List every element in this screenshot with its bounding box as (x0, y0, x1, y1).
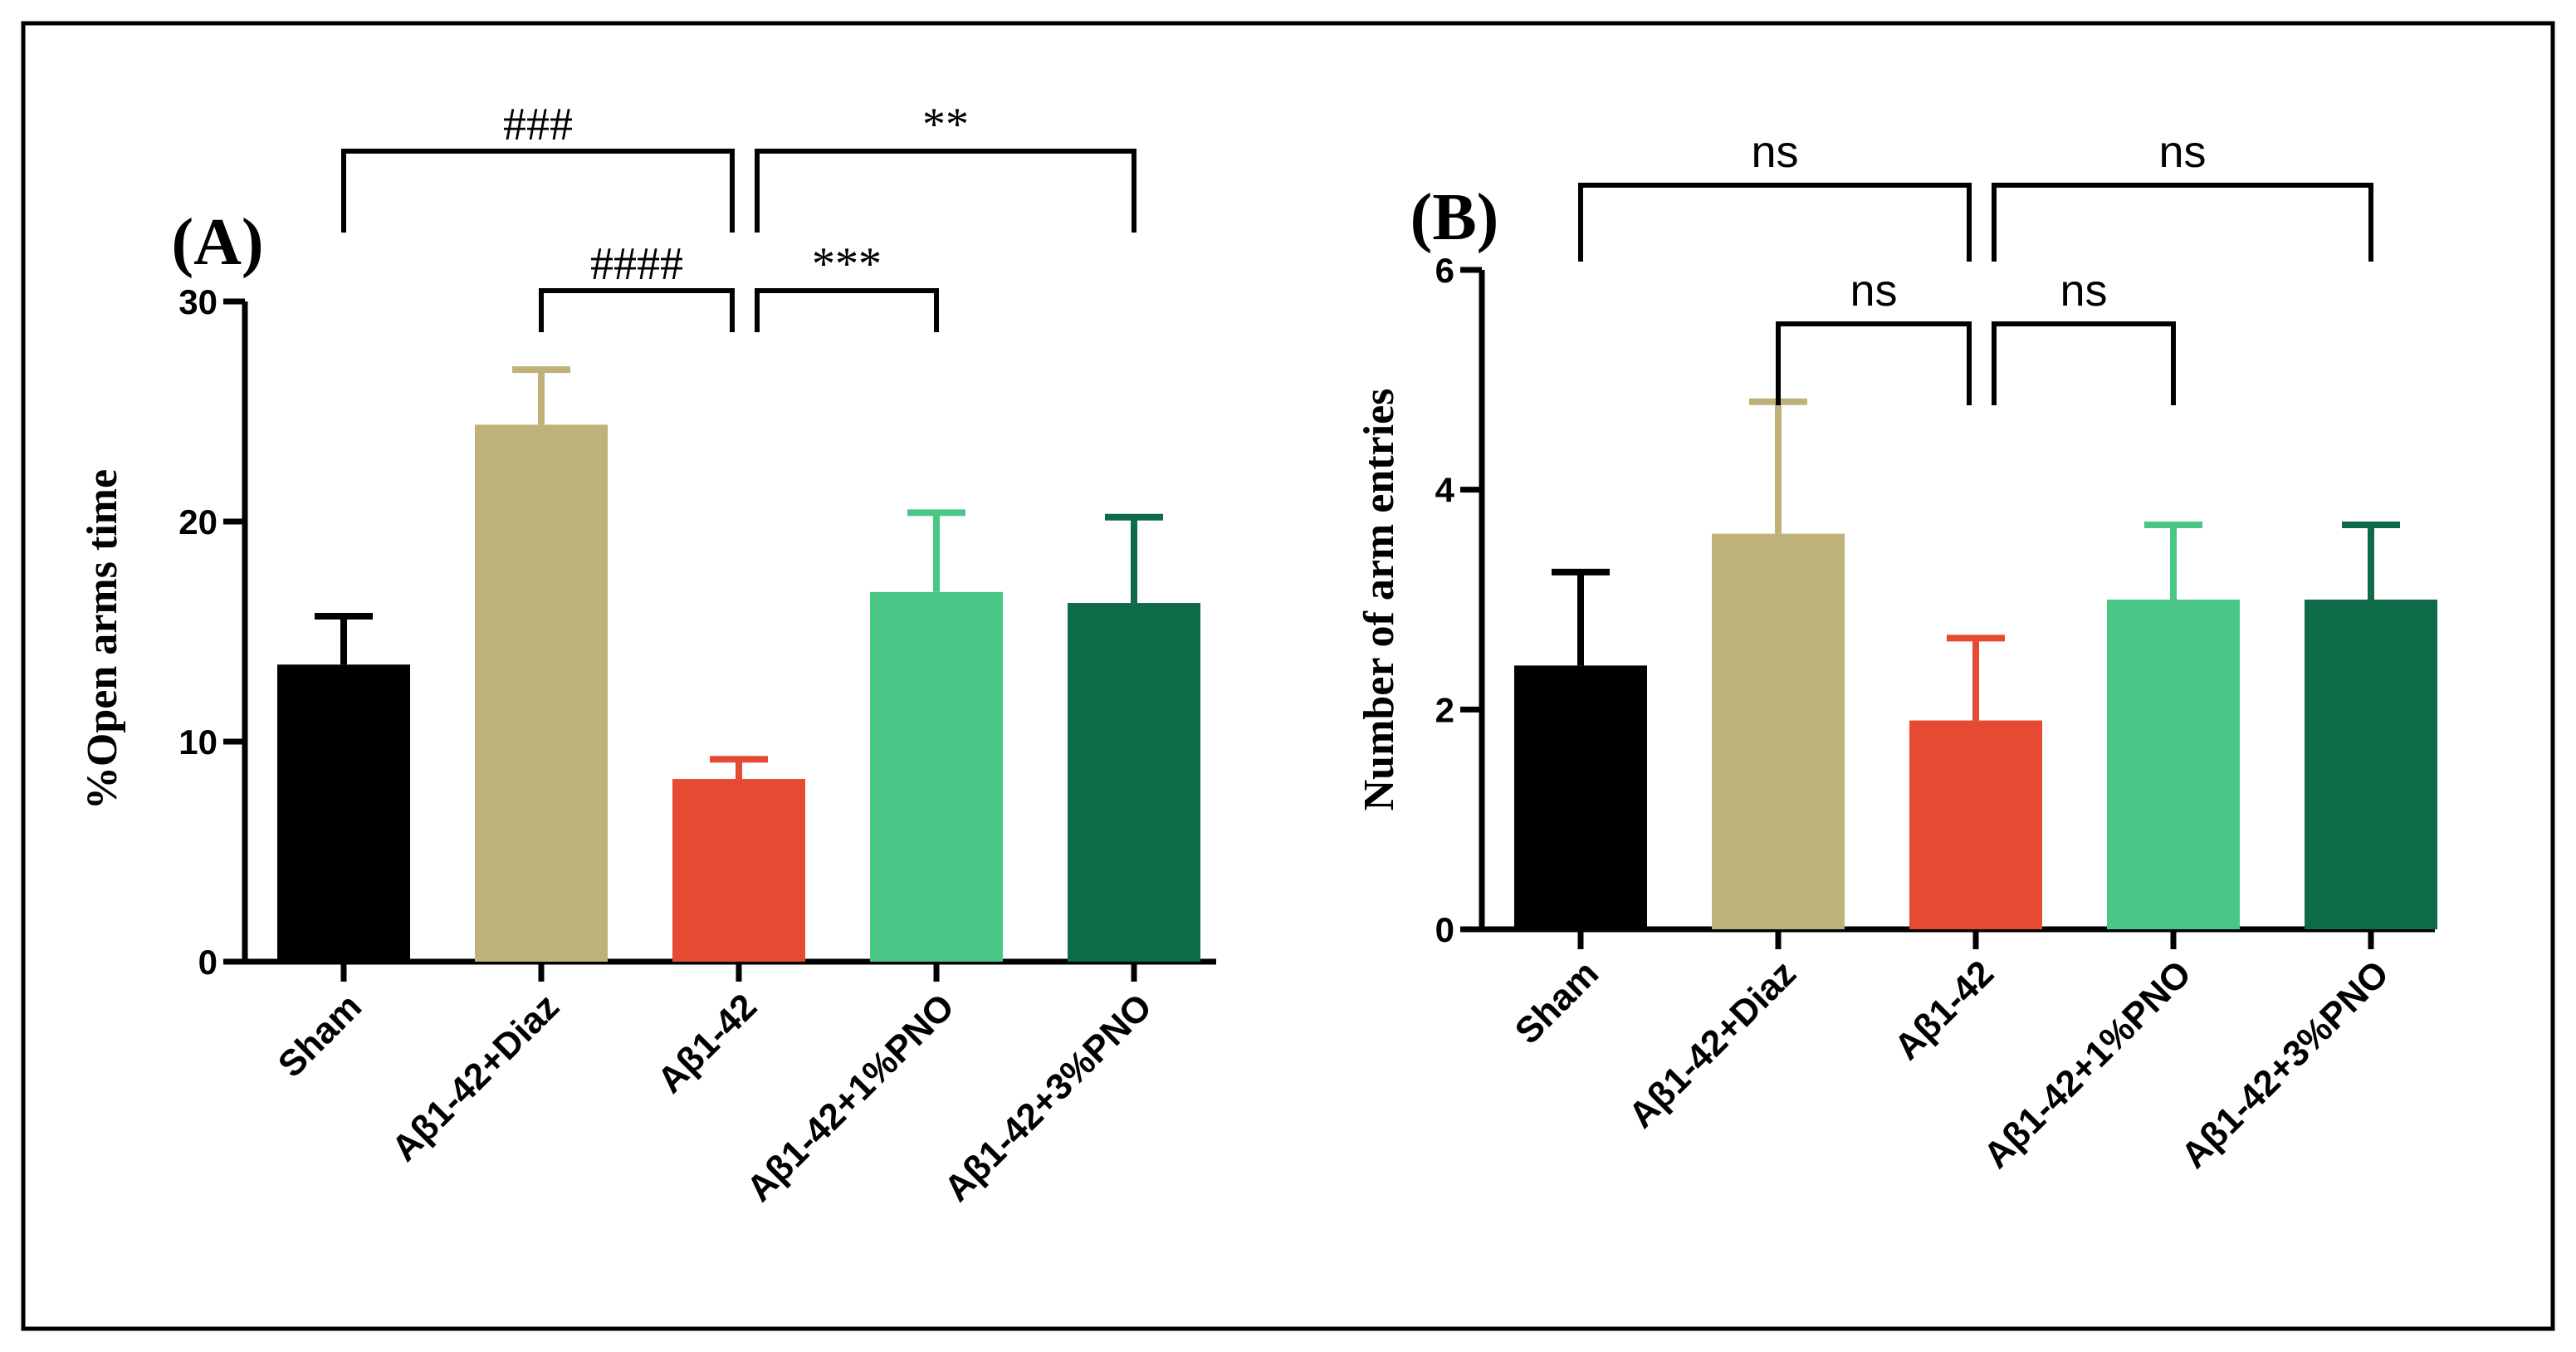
panel-a-significance-bracket (539, 288, 735, 332)
panel-a-category-label: Aβ1-42+Diaz (384, 986, 568, 1169)
panel-a-category-label: Aβ1-42+1%PNO (739, 986, 962, 1209)
panel-b-bar (1909, 720, 2042, 929)
panel-b-significance-bracket (1578, 183, 1972, 262)
panel-a-y-tick-label: 30 (178, 282, 218, 321)
panel-a-y-tick-label: 0 (198, 943, 218, 982)
panel-b-significance-label: ns (1850, 266, 1897, 316)
panel-a-significance-label: #### (590, 238, 683, 290)
panel-a-significance-bracket (755, 288, 939, 332)
panel-b-significance-bracket (1992, 321, 2176, 405)
panel-a-panel-label: (A) (171, 206, 263, 279)
panel-a-bar (672, 779, 805, 962)
panel-b-category-label: Sham (1508, 953, 1606, 1051)
panel-b-category-label: Aβ1-42+3%PNO (2173, 953, 2397, 1176)
panel-a-bar (475, 424, 608, 962)
panel-a-chart: (A) %Open arms time 0 10 20 30 Sham Aβ1-42+Diaz… (79, 99, 1216, 1209)
panel-b-y-tick-label: 6 (1435, 251, 1454, 290)
panel-b-bar (1514, 665, 1647, 929)
panel-b-bar (2305, 600, 2437, 929)
panel-b-category-label: Aβ1-42+Diaz (1621, 953, 1805, 1136)
panel-a-category-label: Sham (271, 986, 369, 1085)
panel-b-chart: (B) Number of arm entries 0 2 4 6 Sham Aβ1-42+D… (1356, 127, 2437, 1176)
panel-b-significance-bracket (1776, 321, 1972, 405)
panel-a-bar (1068, 603, 1200, 962)
panel-a-category-label: Aβ1-42 (650, 986, 765, 1100)
panel-b-panel-label: (B) (1410, 181, 1499, 254)
panel-a-y-axis-label: %Open arms time (79, 469, 126, 810)
panel-b-category-label: Aβ1-42+1%PNO (1976, 953, 2199, 1176)
panel-b-y-axis-label: Number of arm entries (1356, 389, 1403, 811)
panel-a-y-tick-label: 10 (178, 723, 218, 762)
panel-a-bar (870, 591, 1003, 962)
panel-a-category-label: Aβ1-42+3%PNO (936, 986, 1160, 1209)
panel-b-significance-bracket (1992, 183, 2373, 262)
panel-b-significance-label: ns (2158, 127, 2206, 177)
panel-a-significance-bracket (341, 149, 735, 233)
panel-b-y-tick-label: 4 (1435, 471, 1455, 510)
panel-a-significance-label: ** (922, 99, 969, 150)
panel-b-y-tick-label: 0 (1435, 910, 1454, 949)
panel-a-y-tick-label: 20 (178, 502, 218, 541)
panel-b-bar (2107, 600, 2240, 929)
panel-b-significance-label: ns (2060, 266, 2107, 316)
panel-a-significance-bracket (755, 149, 1136, 233)
panel-a-significance-label: ### (503, 99, 573, 150)
panel-b-category-label: Aβ1-42 (1887, 953, 2002, 1067)
panel-b-significance-label: ns (1751, 127, 1798, 177)
panel-a-significance-label: *** (812, 238, 882, 290)
panel-b-bar (1712, 533, 1845, 929)
panel-a-bar (277, 664, 410, 962)
figure-border (21, 21, 2555, 1331)
panel-b-y-tick-label: 2 (1435, 690, 1454, 729)
